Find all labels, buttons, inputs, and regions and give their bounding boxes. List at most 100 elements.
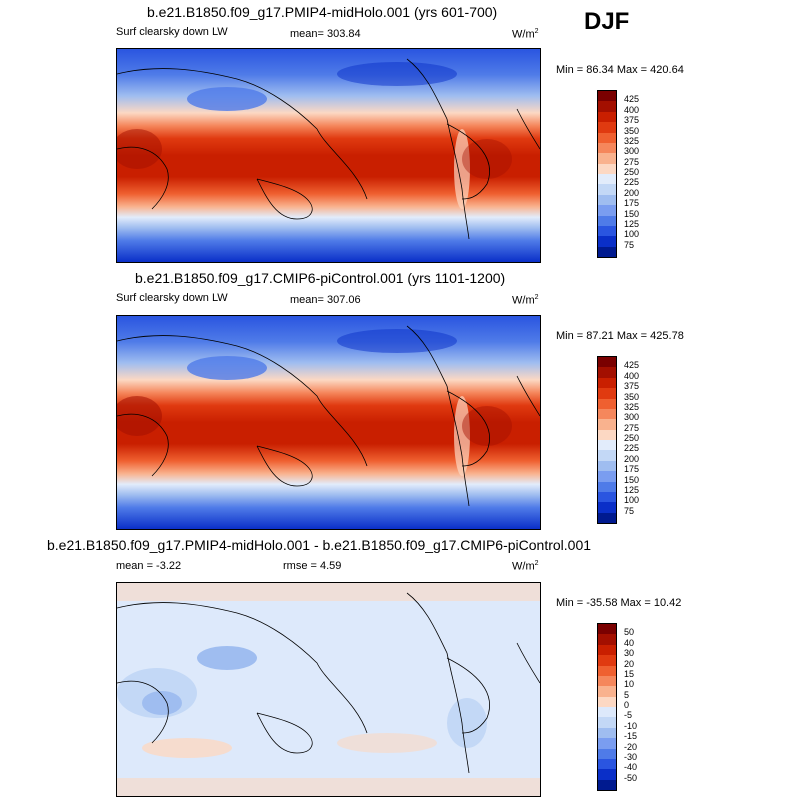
colorbar-tick-label: 350: [624, 391, 640, 402]
panel-2-colorbar-labels: 425 400 375 350 325 300 275 250 225 200 175 150 125 1…: [624, 356, 654, 524]
panel-1-map-field: [117, 49, 540, 262]
colorbar-tick-label: -10: [624, 720, 638, 731]
colorbar-tick-label: 375: [624, 381, 640, 392]
colorbar-tick-label: 125: [624, 218, 640, 229]
colorbar-tick-label: 325: [624, 401, 640, 412]
colorbar-tick-label: 425: [624, 360, 640, 371]
colorbar-tick-label: 150: [624, 208, 640, 219]
colorbar-tick-label: -40: [624, 762, 638, 773]
colorbar-swatch: [598, 91, 616, 102]
panel-2-units: W/m2: [512, 294, 539, 307]
panel-3-minmax: Min = -35.58 Max = 10.42: [556, 597, 682, 609]
colorbar-tick-label: 300: [624, 146, 640, 157]
colorbar-tick-label: 200: [624, 453, 640, 464]
panel-2-mean-label: mean= 307.06: [290, 294, 361, 306]
colorbar-swatch: [598, 727, 616, 739]
colorbar-tick-label: -30: [624, 751, 638, 762]
panel-1-mean-label: mean= 303.84: [290, 28, 361, 40]
panel-3-map-field: [117, 583, 540, 796]
colorbar-tick-label: 125: [624, 484, 640, 495]
colorbar-swatch: [598, 717, 616, 728]
colorbar-swatch: [598, 512, 616, 523]
colorbar-swatch: [598, 758, 616, 770]
colorbar-tick-label: -20: [624, 741, 638, 752]
colorbar-swatch: [598, 769, 616, 780]
colorbar-swatch: [598, 163, 616, 174]
colorbar-tick-label: 150: [624, 474, 640, 485]
colorbar-tick-label: 275: [624, 422, 640, 433]
colorbar-tick-label: 75: [624, 239, 635, 250]
colorbar-tick-label: 225: [624, 443, 640, 454]
colorbar-swatch: [598, 644, 616, 656]
colorbar-tick-label: -15: [624, 731, 638, 742]
colorbar-tick-label: 175: [624, 464, 640, 475]
colorbar-tick-label: 350: [624, 125, 640, 136]
panel-1-units: W/m2: [512, 28, 539, 41]
panel-2-variable-label: Surf clearsky down LW: [116, 292, 228, 304]
colorbar-tick-label: 75: [624, 505, 635, 516]
panel-3-mean-label: mean = -3.22: [116, 560, 182, 572]
colorbar-swatch: [598, 460, 616, 472]
colorbar-tick-label: 100: [624, 495, 640, 506]
colorbar-tick-label: 5: [624, 689, 630, 700]
colorbar-swatch: [598, 481, 616, 492]
colorbar-tick-label: 100: [624, 229, 640, 240]
panel-3-colorbar: [597, 623, 617, 791]
panel-2-map-field: [117, 316, 540, 529]
colorbar-tick-label: 250: [624, 167, 640, 177]
colorbar-swatch: [598, 491, 616, 503]
colorbar-tick-label: 10: [624, 679, 635, 690]
colorbar-swatch: [598, 748, 616, 759]
panel-2-minmax: Min = 87.21 Max = 425.78: [556, 330, 684, 342]
colorbar-swatch: [598, 686, 616, 697]
colorbar-swatch: [598, 367, 616, 378]
colorbar-swatch: [598, 440, 616, 451]
colorbar-swatch: [598, 419, 616, 430]
colorbar-tick-label: 325: [624, 135, 640, 146]
colorbar-swatch: [598, 246, 616, 257]
colorbar-tick-label: 40: [624, 637, 635, 648]
colorbar-swatch: [598, 194, 616, 206]
colorbar-swatch: [598, 779, 616, 790]
colorbar-tick-label: 400: [624, 104, 640, 115]
panel-2-title: b.e21.B1850.f09_g17.CMIP6-piControl.001 …: [135, 270, 506, 286]
colorbar-swatch: [598, 471, 616, 482]
panel-1-colorbar-labels: 425 400 375 350 325 300 275 250 225 200 175 150 125 1…: [624, 90, 654, 258]
colorbar-tick-label: 425: [624, 94, 640, 105]
panel-1-colorbar: [597, 90, 617, 258]
colorbar-swatch: [598, 122, 616, 133]
colorbar-swatch: [598, 624, 616, 635]
panel-2-colorbar: [597, 356, 617, 524]
colorbar-swatch: [598, 215, 616, 226]
panel-3-colorbar-labels: 50 40 30 20 15 10 5 0 -5 -10 -15 -20 -30 -40 -50: [624, 623, 654, 791]
colorbar-swatch: [598, 398, 616, 409]
colorbar-swatch: [598, 502, 616, 513]
colorbar-swatch: [598, 205, 616, 216]
colorbar-swatch: [598, 696, 616, 707]
colorbar-swatch: [598, 429, 616, 440]
colorbar-tick-label: 275: [624, 156, 640, 167]
colorbar-swatch: [598, 634, 616, 645]
panel-1-map: [116, 48, 541, 263]
colorbar-tick-label: 250: [624, 433, 640, 443]
colorbar-swatch: [598, 655, 616, 666]
colorbar-swatch: [598, 707, 616, 718]
colorbar-tick-label: 20: [624, 658, 635, 669]
colorbar-swatch: [598, 665, 616, 676]
colorbar-swatch: [598, 184, 616, 195]
colorbar-swatch: [598, 101, 616, 112]
colorbar-swatch: [598, 450, 616, 461]
colorbar-tick-label: 375: [624, 115, 640, 126]
colorbar-tick-label: 200: [624, 187, 640, 198]
colorbar-swatch: [598, 388, 616, 399]
colorbar-tick-label: 225: [624, 177, 640, 188]
colorbar-swatch: [598, 236, 616, 247]
colorbar-tick-label: 15: [624, 668, 635, 679]
panel-1-minmax: Min = 86.34 Max = 420.64: [556, 64, 684, 76]
panel-3-title: b.e21.B1850.f09_g17.PMIP4-midHolo.001 - …: [47, 537, 592, 553]
panel-3-rmse-label: rmse = 4.59: [283, 560, 342, 572]
panel-3-units: W/m2: [512, 560, 539, 573]
colorbar-swatch: [598, 408, 616, 420]
colorbar-tick-label: -5: [624, 710, 633, 721]
colorbar-swatch: [598, 675, 616, 687]
